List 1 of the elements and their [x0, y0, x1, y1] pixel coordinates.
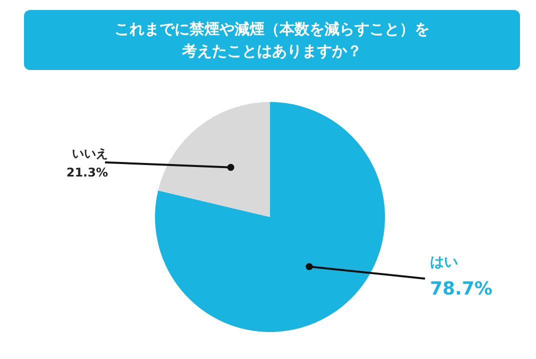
chart-title: これまでに禁煙や減煙（本数を減らすこと）を考えたことはありますか？ — [24, 10, 520, 70]
